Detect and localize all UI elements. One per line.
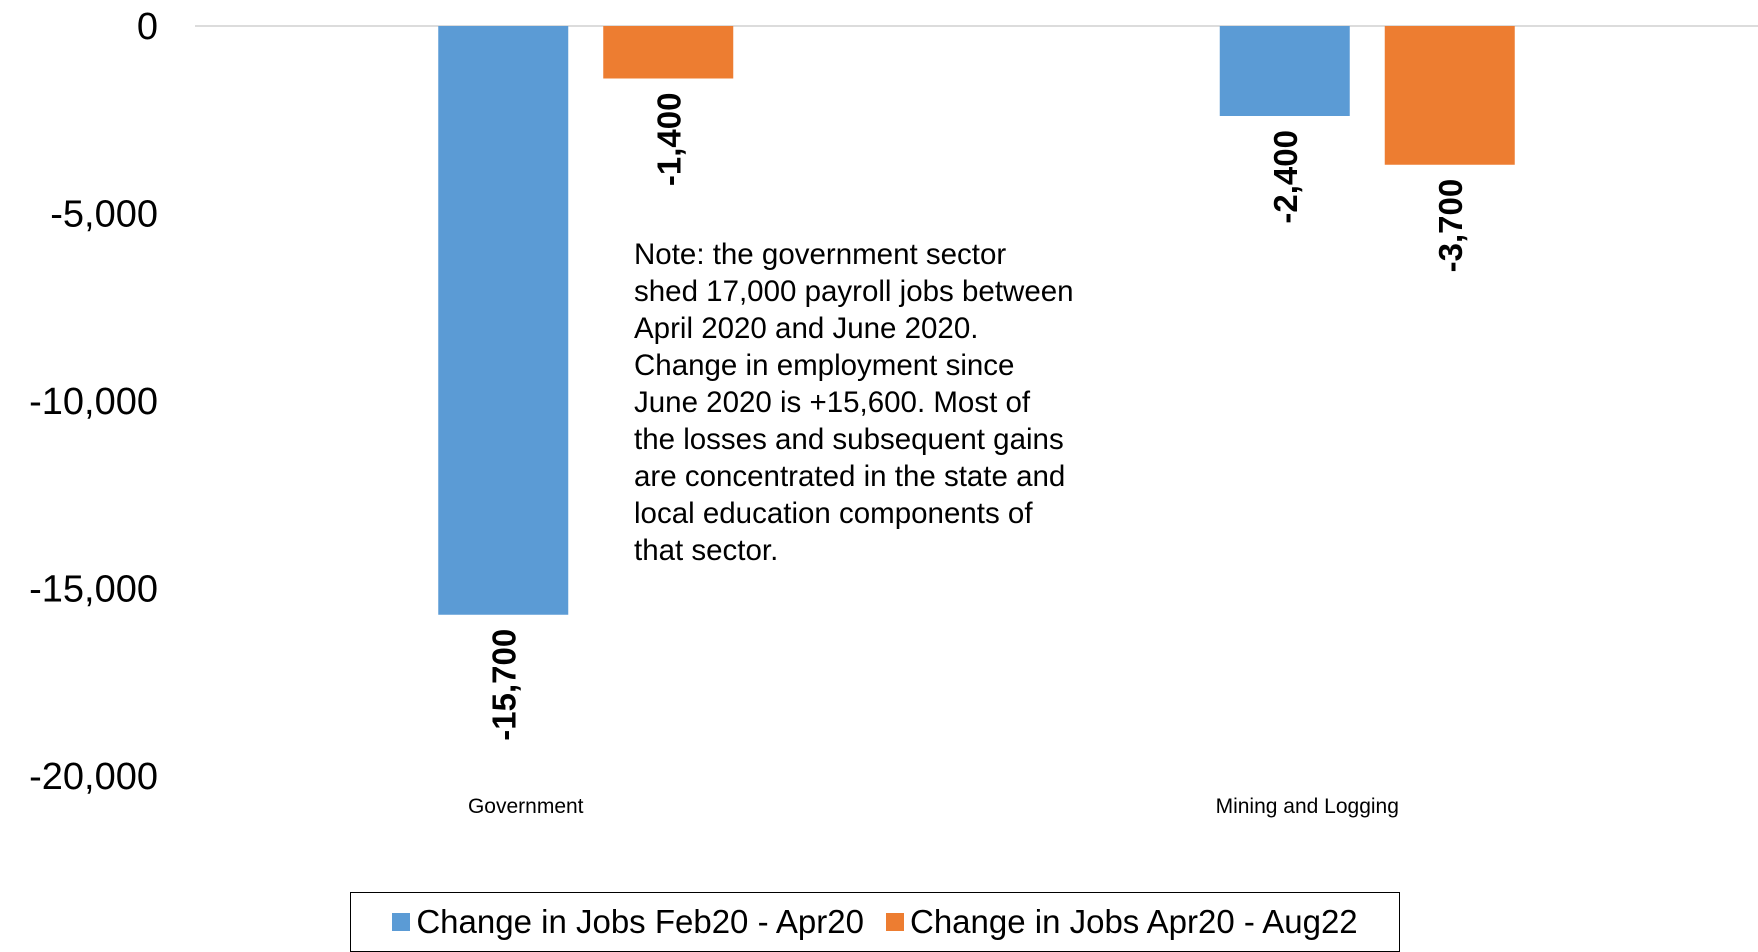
chart-annotation: Note: the government sector shed 17,000 … (634, 238, 1074, 567)
legend-label-series-2: Change in Jobs Apr20 - Aug22 (909, 903, 1358, 940)
bars (438, 26, 1515, 615)
y-tick-label: -10,000 (29, 381, 158, 423)
x-category-label: Government (468, 795, 584, 818)
bar-1-mining-and-logging (1219, 26, 1350, 116)
legend: Change in Jobs Feb20 - Apr20 Change in J… (350, 892, 1400, 952)
y-tick-label: 0 (137, 6, 158, 48)
y-tick-label: -20,000 (29, 756, 158, 798)
data-label: -15,700 (485, 629, 522, 741)
data-label: -3,700 (1432, 179, 1469, 273)
x-category-label: Mining and Logging (1216, 795, 1399, 818)
data-labels: -15,700 -1,400 -2,400 -3,700 (485, 93, 1469, 741)
bar-2-mining-and-logging (1384, 26, 1515, 165)
bar-1-government (438, 26, 569, 615)
bar-2-government (603, 26, 734, 79)
legend-swatch-series-1 (392, 913, 411, 931)
x-axis: Government Mining and Logging (468, 795, 1399, 818)
legend-item-series-2: Change in Jobs Apr20 - Aug22 (885, 903, 1358, 941)
data-label: -2,400 (1267, 130, 1304, 224)
y-tick-label: -15,000 (29, 569, 158, 611)
legend-label-series-1: Change in Jobs Feb20 - Apr20 (416, 903, 864, 940)
legend-item-series-1: Change in Jobs Feb20 - Apr20 (392, 903, 864, 941)
y-tick-label: -5,000 (50, 194, 158, 236)
data-label: -1,400 (650, 93, 687, 187)
legend-swatch-series-2 (885, 913, 904, 931)
